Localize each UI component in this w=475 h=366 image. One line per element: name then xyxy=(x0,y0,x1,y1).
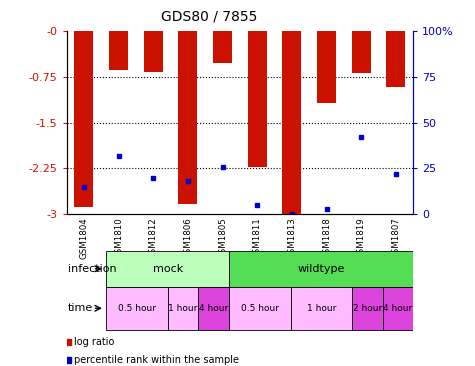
Text: wildtype: wildtype xyxy=(297,264,345,274)
Text: 4 hour: 4 hour xyxy=(199,304,228,313)
Bar xyxy=(291,287,352,329)
Bar xyxy=(317,31,336,103)
Text: GDS80 / 7855: GDS80 / 7855 xyxy=(161,9,257,23)
Bar xyxy=(109,31,128,70)
Bar xyxy=(143,31,163,72)
Bar xyxy=(352,287,382,329)
Bar xyxy=(352,31,371,72)
Bar xyxy=(199,287,229,329)
Bar xyxy=(168,287,199,329)
Bar xyxy=(106,251,229,287)
Text: time: time xyxy=(68,303,93,313)
Bar xyxy=(386,31,406,87)
Bar xyxy=(282,31,302,214)
Bar xyxy=(382,287,413,329)
Text: 0.5 hour: 0.5 hour xyxy=(241,304,279,313)
Bar xyxy=(247,31,267,167)
Bar xyxy=(178,31,198,204)
Text: 0.5 hour: 0.5 hour xyxy=(118,304,156,313)
Bar xyxy=(213,31,232,63)
Bar xyxy=(229,287,291,329)
Bar xyxy=(106,287,168,329)
Text: log ratio: log ratio xyxy=(74,337,114,347)
Text: infection: infection xyxy=(68,264,117,274)
Text: 2 hour: 2 hour xyxy=(352,304,382,313)
Text: mock: mock xyxy=(152,264,183,274)
Bar xyxy=(229,251,413,287)
Text: 4 hour: 4 hour xyxy=(383,304,412,313)
Bar xyxy=(74,31,94,207)
Text: percentile rank within the sample: percentile rank within the sample xyxy=(74,355,239,365)
Text: 1 hour: 1 hour xyxy=(169,304,198,313)
Text: 1 hour: 1 hour xyxy=(306,304,336,313)
